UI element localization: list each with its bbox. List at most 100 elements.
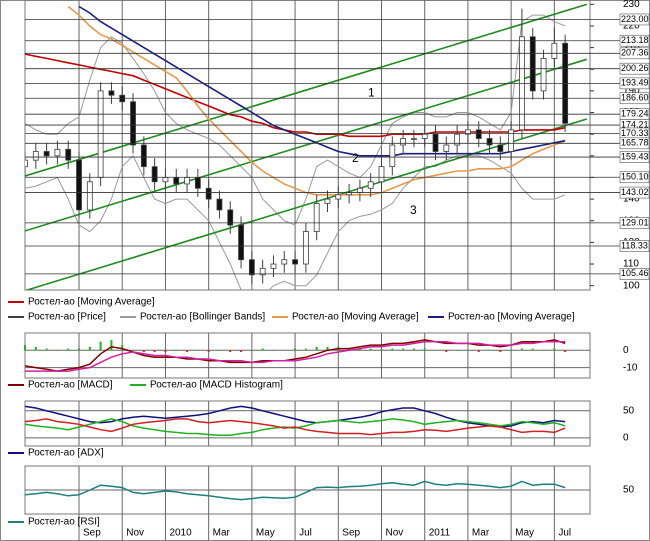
candle-body xyxy=(43,151,50,157)
level-label: 143.02 xyxy=(621,187,649,197)
x-tick-label: Nov xyxy=(126,528,144,539)
level-label: 159.43 xyxy=(621,151,649,161)
level-label-box xyxy=(619,77,650,90)
level-label-box xyxy=(619,62,650,75)
trend-label: 3 xyxy=(410,203,417,217)
legend-label: Ростел-ао [Moving Average] xyxy=(28,297,155,308)
y-tick-label: 190 xyxy=(623,86,640,97)
histogram-bar xyxy=(153,350,156,353)
candle-body xyxy=(25,159,28,168)
candle-body xyxy=(151,166,158,183)
candle-body xyxy=(227,209,234,226)
histogram-bar xyxy=(283,350,286,351)
candle-body xyxy=(184,177,190,185)
panel-frame xyxy=(24,400,591,447)
histogram-bar xyxy=(531,348,534,351)
candle-body xyxy=(292,259,298,265)
level-label-box xyxy=(619,34,650,47)
trend-line xyxy=(25,58,587,232)
y-tick-label: 140 xyxy=(623,194,640,205)
indicator-line xyxy=(24,418,566,436)
histogram-bar xyxy=(564,350,567,353)
y-tick-label: 0 xyxy=(623,345,629,356)
candle-body xyxy=(324,198,331,204)
histogram-bar xyxy=(229,350,232,353)
level-label: 186.60 xyxy=(621,93,649,103)
candle-body xyxy=(497,144,504,152)
candle-body xyxy=(411,138,417,140)
candle-body xyxy=(205,187,212,200)
histogram-bar xyxy=(358,348,361,351)
histogram-bar xyxy=(132,350,135,351)
candle-body xyxy=(367,181,374,189)
histogram-bar xyxy=(250,350,253,351)
histogram-bar xyxy=(553,348,556,351)
y-tick-label: -10 xyxy=(623,362,638,373)
histogram-bar xyxy=(499,350,502,353)
indicator-line xyxy=(24,339,566,372)
level-label-box xyxy=(619,151,650,163)
histogram-bar xyxy=(402,348,405,351)
candle-body xyxy=(173,177,180,185)
candle-body xyxy=(529,36,536,92)
level-label: 105.46 xyxy=(621,268,649,278)
candle-body xyxy=(270,263,277,269)
level-label-box xyxy=(619,13,650,26)
plot-area xyxy=(25,3,587,290)
histogram-bar xyxy=(391,348,394,351)
level-label: 213.18 xyxy=(621,35,649,45)
candle-body xyxy=(162,177,169,183)
y-tick-label: 230 xyxy=(623,0,640,10)
candle-body xyxy=(400,138,407,146)
y-tick-label: 50 xyxy=(623,485,635,496)
candle-body xyxy=(32,151,39,161)
bollinger-lower xyxy=(25,154,566,290)
histogram-bar xyxy=(466,350,469,351)
histogram-bar xyxy=(380,348,383,351)
histogram-bar xyxy=(121,345,124,351)
candle-body xyxy=(108,90,115,96)
level-label: 193.49 xyxy=(621,78,649,88)
x-tick-label: May xyxy=(256,528,275,539)
candle-body xyxy=(486,138,493,146)
legend-label: Ростел-ао [Moving Average] xyxy=(292,312,419,323)
candle-body xyxy=(54,148,61,157)
histogram-bar xyxy=(45,348,48,351)
level-label-box xyxy=(619,186,650,199)
legend-label: Ростел-ао [Price] xyxy=(28,312,106,323)
y-tick-label: 110 xyxy=(623,259,639,270)
histogram-bar xyxy=(348,348,351,351)
x-tick-label: Jul xyxy=(558,528,571,539)
bollinger-upper xyxy=(25,14,566,226)
trend-label: 1 xyxy=(368,85,375,99)
trend-label: 2 xyxy=(352,151,359,165)
x-tick-label: 2010 xyxy=(169,528,192,539)
histogram-bar xyxy=(186,350,189,353)
y-tick-label: 220 xyxy=(623,21,640,32)
histogram-bar xyxy=(412,348,415,351)
candle-body xyxy=(389,144,396,168)
x-tick-label: Jul xyxy=(299,528,312,539)
candle-body xyxy=(140,144,147,168)
histogram-bar xyxy=(315,346,318,351)
histogram-bar xyxy=(261,348,264,351)
histogram-bar xyxy=(326,346,329,351)
candle-body xyxy=(65,148,72,161)
legend-label: Ростел-ао [MACD] xyxy=(28,380,113,391)
y-tick-label: 50 xyxy=(623,405,635,416)
panel-frame xyxy=(24,332,591,379)
candle-body xyxy=(194,177,201,189)
histogram-bar xyxy=(240,350,243,353)
histogram-bar xyxy=(272,350,275,351)
histogram-bar xyxy=(477,350,480,353)
x-tick-label: May xyxy=(515,528,534,539)
trend-line xyxy=(25,118,587,290)
x-tick-label: Mar xyxy=(472,528,490,539)
histogram-bar xyxy=(67,348,70,351)
level-label-box xyxy=(619,92,650,105)
legend-label: Ростел-ао [RSI] xyxy=(28,517,100,528)
histogram-bar xyxy=(110,339,113,351)
level-label-box xyxy=(619,240,650,252)
x-tick-label: Sep xyxy=(342,528,360,539)
moving-average xyxy=(25,53,566,138)
